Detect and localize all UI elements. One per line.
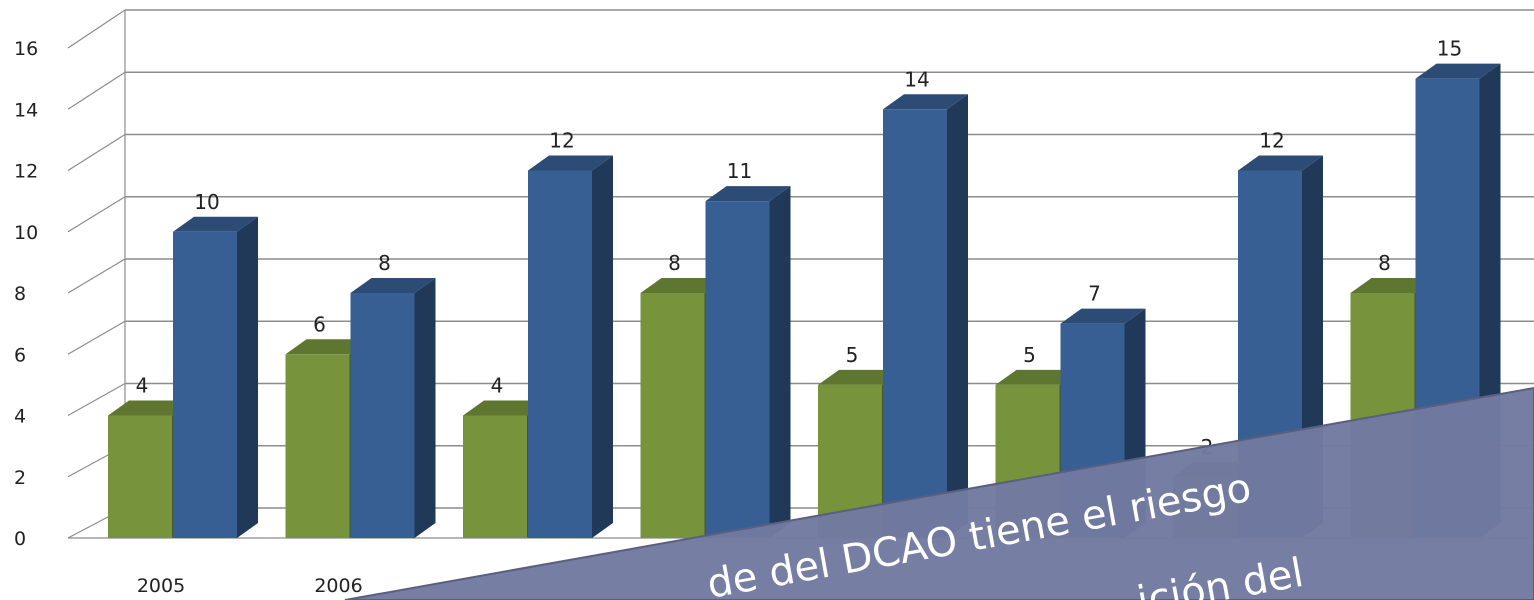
data-label: 8 (1378, 251, 1391, 275)
bar-top (1238, 155, 1323, 171)
side-gridline (67, 9, 126, 49)
bar (285, 354, 350, 538)
bar-top (1060, 308, 1146, 324)
bar-top (350, 278, 436, 293)
data-label: 8 (668, 251, 681, 275)
x-tick-label: 2006 (314, 575, 362, 597)
bar (463, 415, 527, 538)
y-tick-label: 12 (14, 161, 38, 183)
bar-side (947, 94, 968, 538)
bar-side (237, 216, 258, 538)
bar-top (285, 339, 371, 355)
data-label: 7 (1088, 282, 1101, 306)
overlay-banner (344, 386, 1534, 600)
side-gridline (67, 133, 126, 172)
side-gridline (67, 382, 126, 417)
bar-top (463, 400, 548, 416)
x-axis: 2005 2006 (137, 575, 363, 597)
data-label: 12 (549, 129, 574, 153)
bar (173, 231, 237, 538)
y-tick-label: 6 (14, 344, 26, 366)
data-label: 5 (846, 343, 859, 367)
data-label: 5 (1023, 343, 1036, 367)
bar-side (414, 278, 436, 538)
data-label: 14 (904, 67, 929, 91)
data-label: 11 (727, 159, 752, 183)
bar-top (1415, 63, 1501, 79)
bar (108, 415, 172, 538)
side-gridline (67, 71, 126, 110)
bar-top (818, 369, 903, 385)
y-tick-label: 8 (14, 283, 26, 305)
bar-side (592, 155, 613, 538)
y-tick-label: 2 (14, 467, 26, 489)
data-label: 6 (313, 312, 326, 336)
bar (883, 109, 947, 538)
data-label: 10 (194, 190, 219, 214)
side-gridline (67, 320, 126, 355)
bar-top (173, 216, 258, 232)
data-label: 4 (136, 374, 149, 398)
bar-top (640, 278, 726, 293)
bar (528, 170, 592, 538)
bar (350, 293, 415, 538)
bar-side (769, 186, 791, 538)
data-label: 4 (491, 374, 504, 398)
text-overlay-panel: de del DCAO tiene el riesgo ición del (344, 386, 1534, 600)
data-label: 15 (1437, 37, 1462, 61)
side-gridline (67, 258, 126, 294)
data-label: 12 (1259, 129, 1284, 153)
bar-top (1350, 278, 1436, 293)
y-axis: 0 2 4 6 8 10 12 14 16 (14, 38, 38, 550)
bar-top (883, 94, 968, 110)
y-tick-label: 14 (14, 99, 38, 121)
data-label: 8 (378, 251, 391, 275)
bar (705, 201, 770, 538)
y-tick-label: 4 (14, 406, 26, 428)
y-tick-label: 10 (14, 222, 38, 244)
x-tick-label: 2005 (137, 575, 185, 597)
bar-top (108, 400, 193, 416)
y-tick-label: 16 (14, 38, 38, 60)
bar (640, 293, 705, 538)
side-gridline (67, 196, 126, 233)
bar-top (528, 155, 613, 171)
y-tick-label: 0 (14, 528, 26, 550)
bar-top (995, 369, 1081, 385)
bar-top (705, 186, 791, 202)
